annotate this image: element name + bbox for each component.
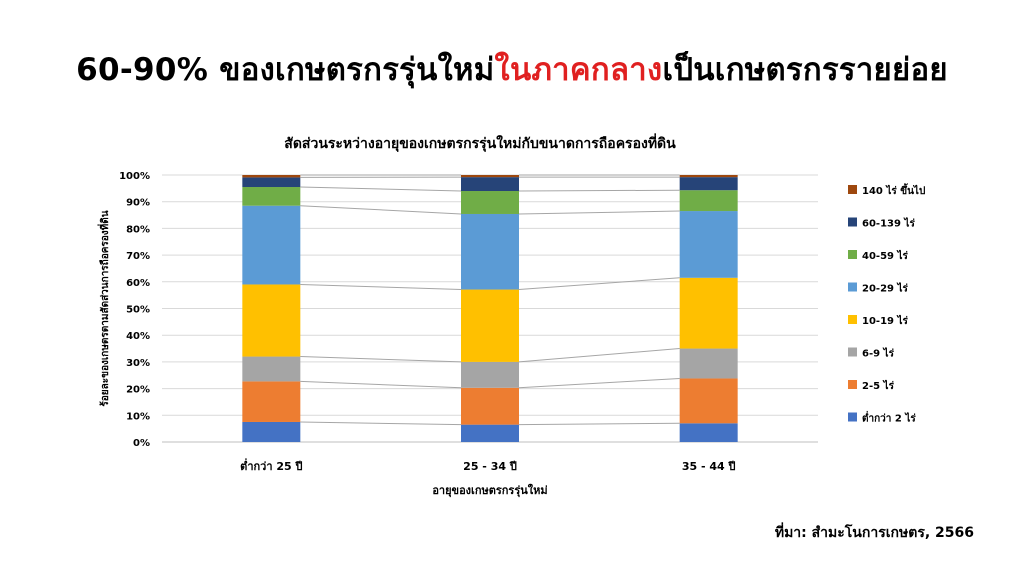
title-part-2: เป็นเกษตรกรรายย่อย <box>662 52 948 88</box>
bar-segment <box>679 175 738 178</box>
legend-entry: 10-19 ไร่ <box>862 314 908 327</box>
legend-entry: 60-139 ไร่ <box>862 217 915 230</box>
bar-segment <box>679 378 738 424</box>
bar-segment <box>242 205 301 285</box>
bar-segment <box>461 191 519 214</box>
y-tick-label: 100% <box>119 171 150 182</box>
series-connector-line <box>300 186 462 192</box>
bar-segment <box>242 284 301 357</box>
y-tick-label: 60% <box>126 278 150 289</box>
legend-entry: ต่ำกว่า 2 ไร่ <box>862 411 916 425</box>
title-part-1: 60-90% ของเกษตรกรรุ่นใหม่ <box>76 52 495 88</box>
slide-title: 60-90% ของเกษตรกรรุ่นใหม่ในภาคกลางเป็นเก… <box>0 44 1024 94</box>
bar-segment <box>461 175 519 178</box>
x-tick-label: 25 - 34 ปี <box>463 460 517 473</box>
bar-segment <box>461 424 519 442</box>
series-connector-line <box>518 422 680 426</box>
series-connector-line <box>300 356 462 363</box>
bar-segment <box>461 177 519 192</box>
x-axis-label: อายุของเกษตรกรรุ่นใหม่ <box>432 483 547 498</box>
bar-segment <box>461 289 519 362</box>
series-connector-line <box>300 421 462 426</box>
y-tick-label: 20% <box>126 385 150 396</box>
bar-segment <box>679 177 738 191</box>
y-tick-label: 10% <box>126 411 150 422</box>
legend-swatch <box>848 347 857 357</box>
legend-swatch <box>848 185 857 194</box>
bar-segment <box>461 387 519 425</box>
bar-segment <box>461 361 519 388</box>
y-tick-label: 50% <box>126 305 150 316</box>
series-connector-line <box>518 210 680 215</box>
bar-segment <box>679 211 738 278</box>
legend-entry: 2-5 ไร่ <box>862 379 895 392</box>
legend-entry: 20-29 ไร่ <box>862 282 908 295</box>
y-tick-label: 40% <box>126 331 150 342</box>
bar-segment <box>242 356 301 382</box>
bar-segment <box>461 213 519 290</box>
legend-swatch <box>848 380 857 389</box>
series-connector-line <box>518 348 680 363</box>
series-connector-line <box>518 277 680 291</box>
legend-swatch <box>848 250 857 259</box>
bar-segment <box>242 187 301 206</box>
series-connector-line <box>300 380 462 389</box>
bar-segment <box>679 190 738 212</box>
source-note: ที่มา: สำมะโนการเกษตร, 2566 <box>774 525 974 541</box>
legend-entry: 40-59 ไร่ <box>862 249 908 262</box>
bar-segment <box>679 423 738 442</box>
legend-swatch <box>848 315 857 324</box>
y-tick-label: 0% <box>133 438 150 449</box>
x-tick-label: ต่ำกว่า 25 ปี <box>240 458 302 473</box>
legend-entry: 6-9 ไร่ <box>862 347 895 360</box>
series-connector-line <box>300 283 462 291</box>
y-tick-label: 70% <box>126 251 150 262</box>
series-connector-line <box>300 205 462 215</box>
bar-segment <box>242 177 301 188</box>
bar-segment <box>242 381 301 422</box>
legend-swatch <box>848 412 857 422</box>
bar-segment <box>242 175 301 178</box>
bar-segment <box>242 421 301 442</box>
y-tick-label: 90% <box>126 198 150 209</box>
series-connector-line <box>518 189 680 192</box>
y-tick-label: 30% <box>126 358 150 369</box>
y-axis-label: ร้อยละของเกษตรตามสัดส่วนการถือครองที่ดิน <box>97 210 111 406</box>
chart-title: สัดส่วนระหว่างอายุของเกษตรกรรุ่นใหม่กับข… <box>284 136 676 152</box>
y-tick-label: 80% <box>126 224 150 235</box>
x-tick-label: 35 - 44 ปี <box>682 460 736 473</box>
legend-swatch <box>848 217 857 227</box>
series-connector-line <box>518 377 680 389</box>
bar-segment <box>679 348 738 379</box>
bar-segment <box>679 277 738 349</box>
title-highlight: ในภาคกลาง <box>494 52 663 88</box>
legend-swatch <box>848 282 857 292</box>
legend-entry: 140 ไร่ ขึ้นไป <box>862 183 925 197</box>
